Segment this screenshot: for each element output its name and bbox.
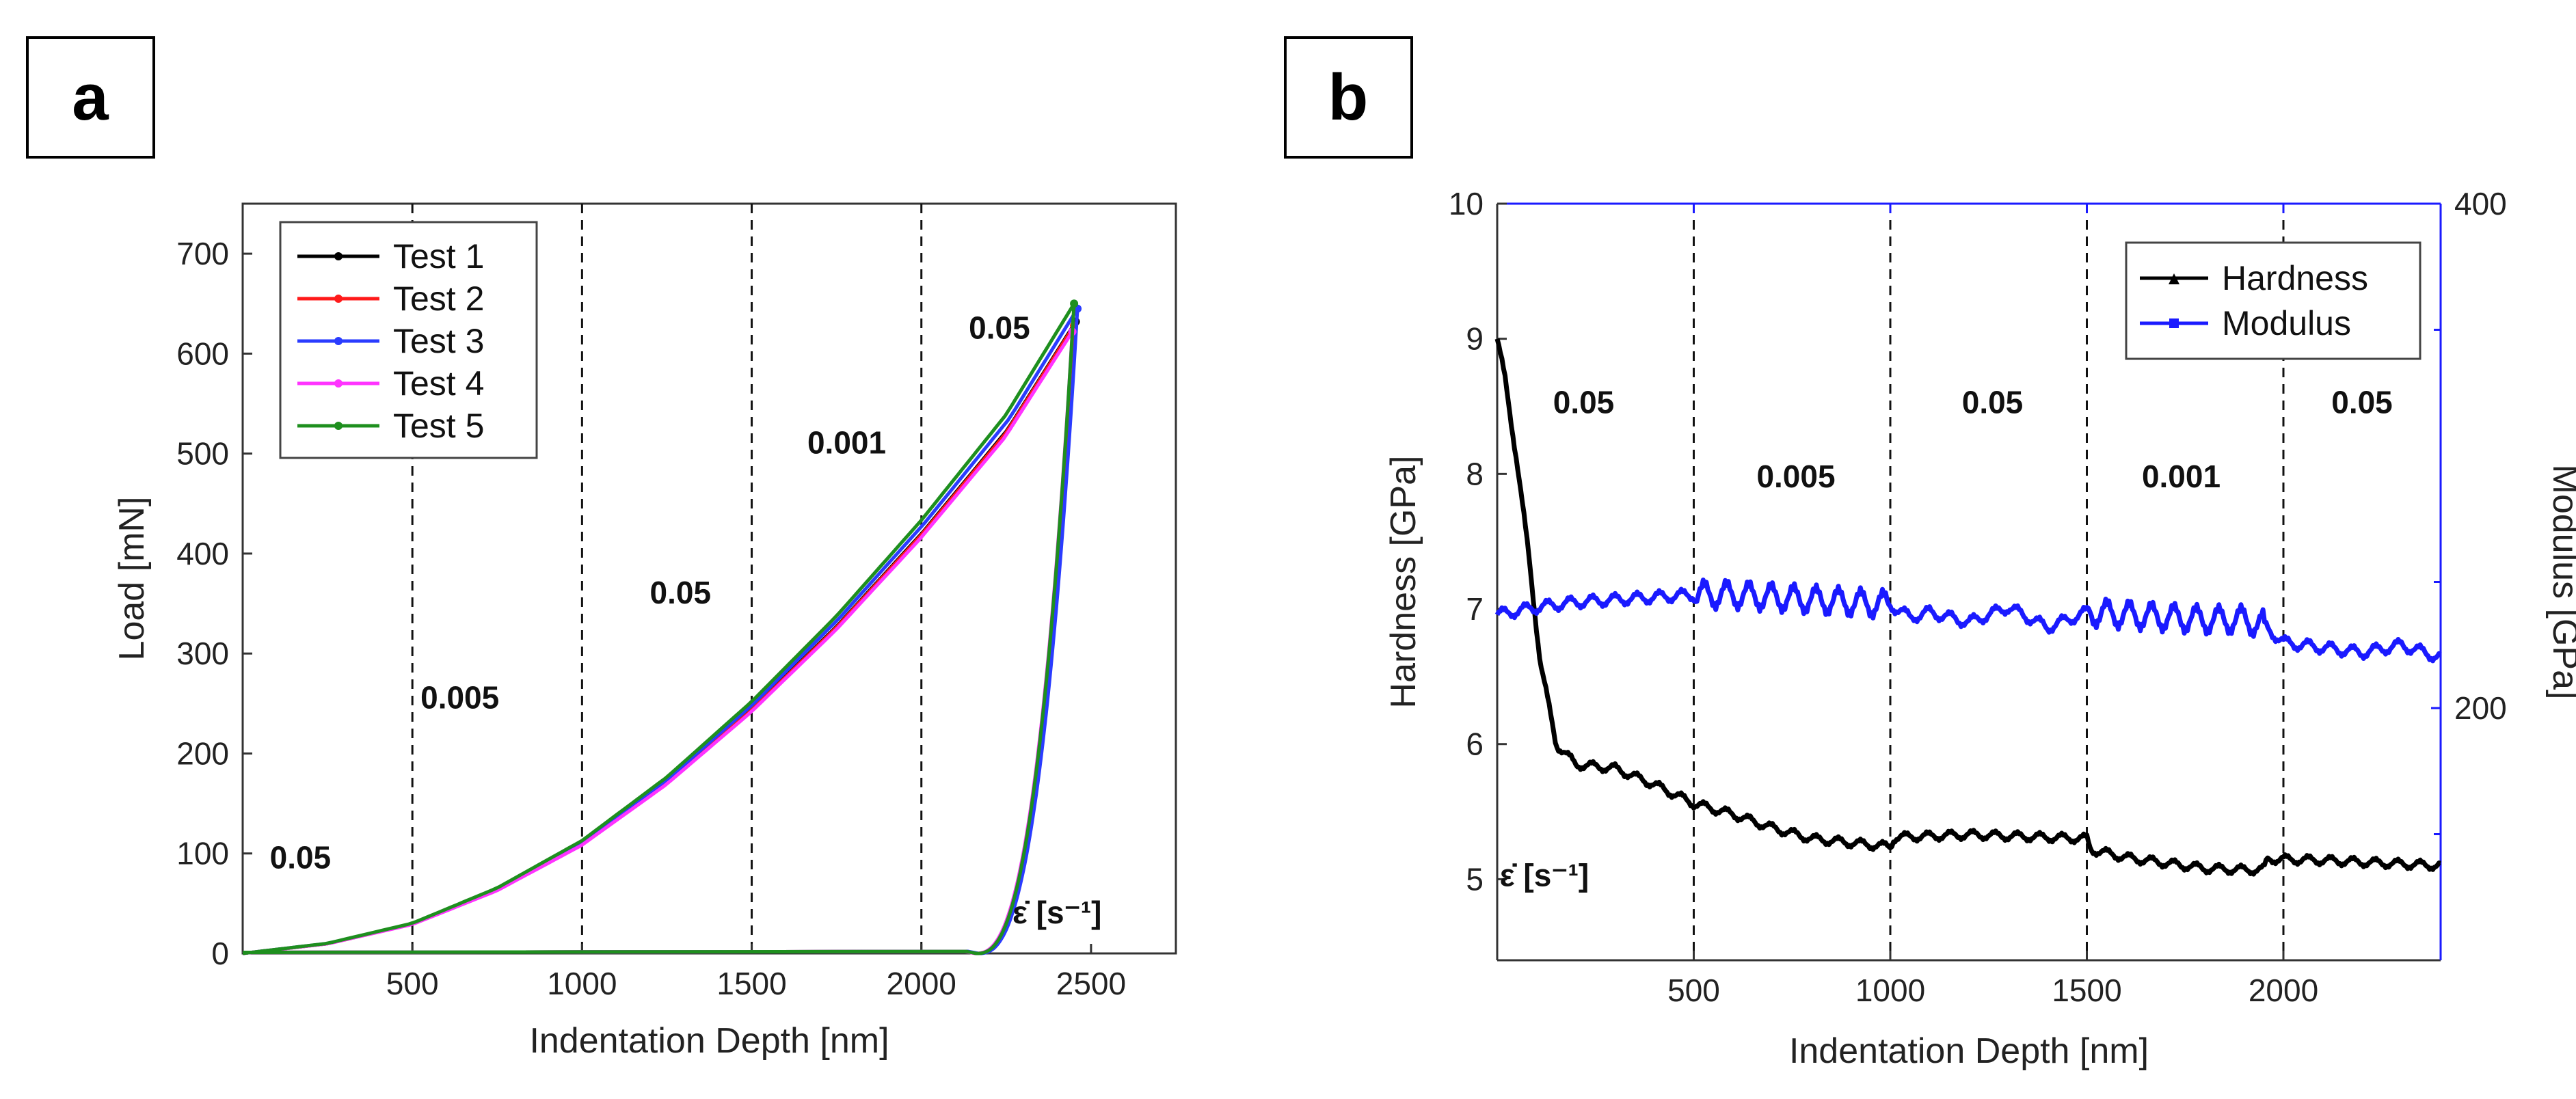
legend-marker <box>2169 273 2179 284</box>
strain-rate-label: 0.05 <box>650 575 712 610</box>
strain-rate-label: 0.001 <box>2142 459 2221 494</box>
y-axis-title: Hardness [GPa] <box>1384 456 1423 709</box>
x-tick-label: 2000 <box>2249 973 2318 1008</box>
y-tick-label: 7 <box>1466 591 1484 627</box>
x-tick-label: 2500 <box>1056 966 1126 1001</box>
y-tick-label: 400 <box>176 536 229 571</box>
strain-rate-label: 0.05 <box>1553 384 1615 420</box>
legend-marker <box>334 422 343 430</box>
x-axis-title: Indentation Depth [nm] <box>529 1021 889 1061</box>
y-tick-label: 300 <box>176 636 229 671</box>
x-tick-label: 1000 <box>547 966 617 1001</box>
legend-marker <box>2169 318 2179 328</box>
legend-label: Test 4 <box>393 364 484 403</box>
right-tick-label: 400 <box>2454 186 2507 221</box>
right-tick-label: 200 <box>2454 690 2507 726</box>
legend-label: Modulus <box>2222 304 2351 342</box>
y-tick-label: 0 <box>211 936 229 971</box>
y-tick-label: 8 <box>1466 456 1484 491</box>
series-line-test-5 <box>242 301 1076 955</box>
legend-b <box>2125 241 2421 360</box>
strain-rate-label: ε̇ [s⁻¹] <box>1012 895 1101 930</box>
panel-b-label-box: b <box>1284 36 1413 159</box>
y-tick-label: 600 <box>176 336 229 371</box>
peak-marker <box>1070 299 1079 308</box>
y-tick-label: 6 <box>1466 727 1484 762</box>
series-line-hardness <box>1494 338 2442 877</box>
strain-rate-label: 0.05 <box>2331 384 2393 420</box>
x-axis-title: Indentation Depth [nm] <box>1789 1031 2149 1071</box>
strain-rate-label: 0.005 <box>420 680 499 716</box>
strain-rate-label: ε̇ [s⁻¹] <box>1500 857 1589 893</box>
strain-rate-label: 0.05 <box>270 840 332 876</box>
y-tick-label: 200 <box>176 735 229 771</box>
legend-label: Test 1 <box>393 237 484 275</box>
chart-b: 500 1000 1500 2000 5 6 7 8 9 10 200 400 Indentation … <box>1384 186 2576 1071</box>
y-tick-label: 10 <box>1449 186 1484 221</box>
panel-a-label: a <box>72 61 109 134</box>
y-tick-label: 5 <box>1466 861 1484 897</box>
y-tick-label: 100 <box>176 836 229 871</box>
y-tick-label: 9 <box>1466 321 1484 357</box>
chart-a: 500 1000 1500 2000 2500 0 100 200 300 400 500 600 70… <box>112 202 1177 1061</box>
panel-b-label: b <box>1328 61 1369 134</box>
series-line-modulus <box>1494 578 2442 664</box>
strain-rate-label: 0.05 <box>1962 384 2024 420</box>
y2-axis-title: Modulus [GPa] <box>2545 465 2576 700</box>
strain-rate-label: 0.05 <box>969 310 1030 345</box>
strain-rate-label: 0.005 <box>1756 459 1835 494</box>
x-tick-label: 1000 <box>1855 973 1925 1008</box>
legend-label: Test 3 <box>393 322 484 360</box>
legend-marker <box>334 337 343 345</box>
y-tick-label: 500 <box>176 436 229 472</box>
legend-label: Test 2 <box>393 280 484 318</box>
legend-marker <box>334 295 343 303</box>
strain-rate-label: 0.001 <box>807 425 886 461</box>
y-axis-title: Load [mN] <box>112 497 152 661</box>
legend-marker <box>334 379 343 388</box>
x-tick-label: 1500 <box>716 966 786 1001</box>
x-tick-label: 2000 <box>887 966 956 1001</box>
legend-label: Hardness <box>2222 259 2368 297</box>
legend-marker <box>334 252 343 260</box>
y-tick-label: 700 <box>176 236 229 271</box>
legend-label: Test 5 <box>393 407 484 445</box>
x-tick-label: 1500 <box>2052 973 2121 1008</box>
panel-a-label-box: a <box>26 36 155 159</box>
x-tick-label: 500 <box>1667 973 1720 1008</box>
x-tick-label: 500 <box>386 966 439 1001</box>
